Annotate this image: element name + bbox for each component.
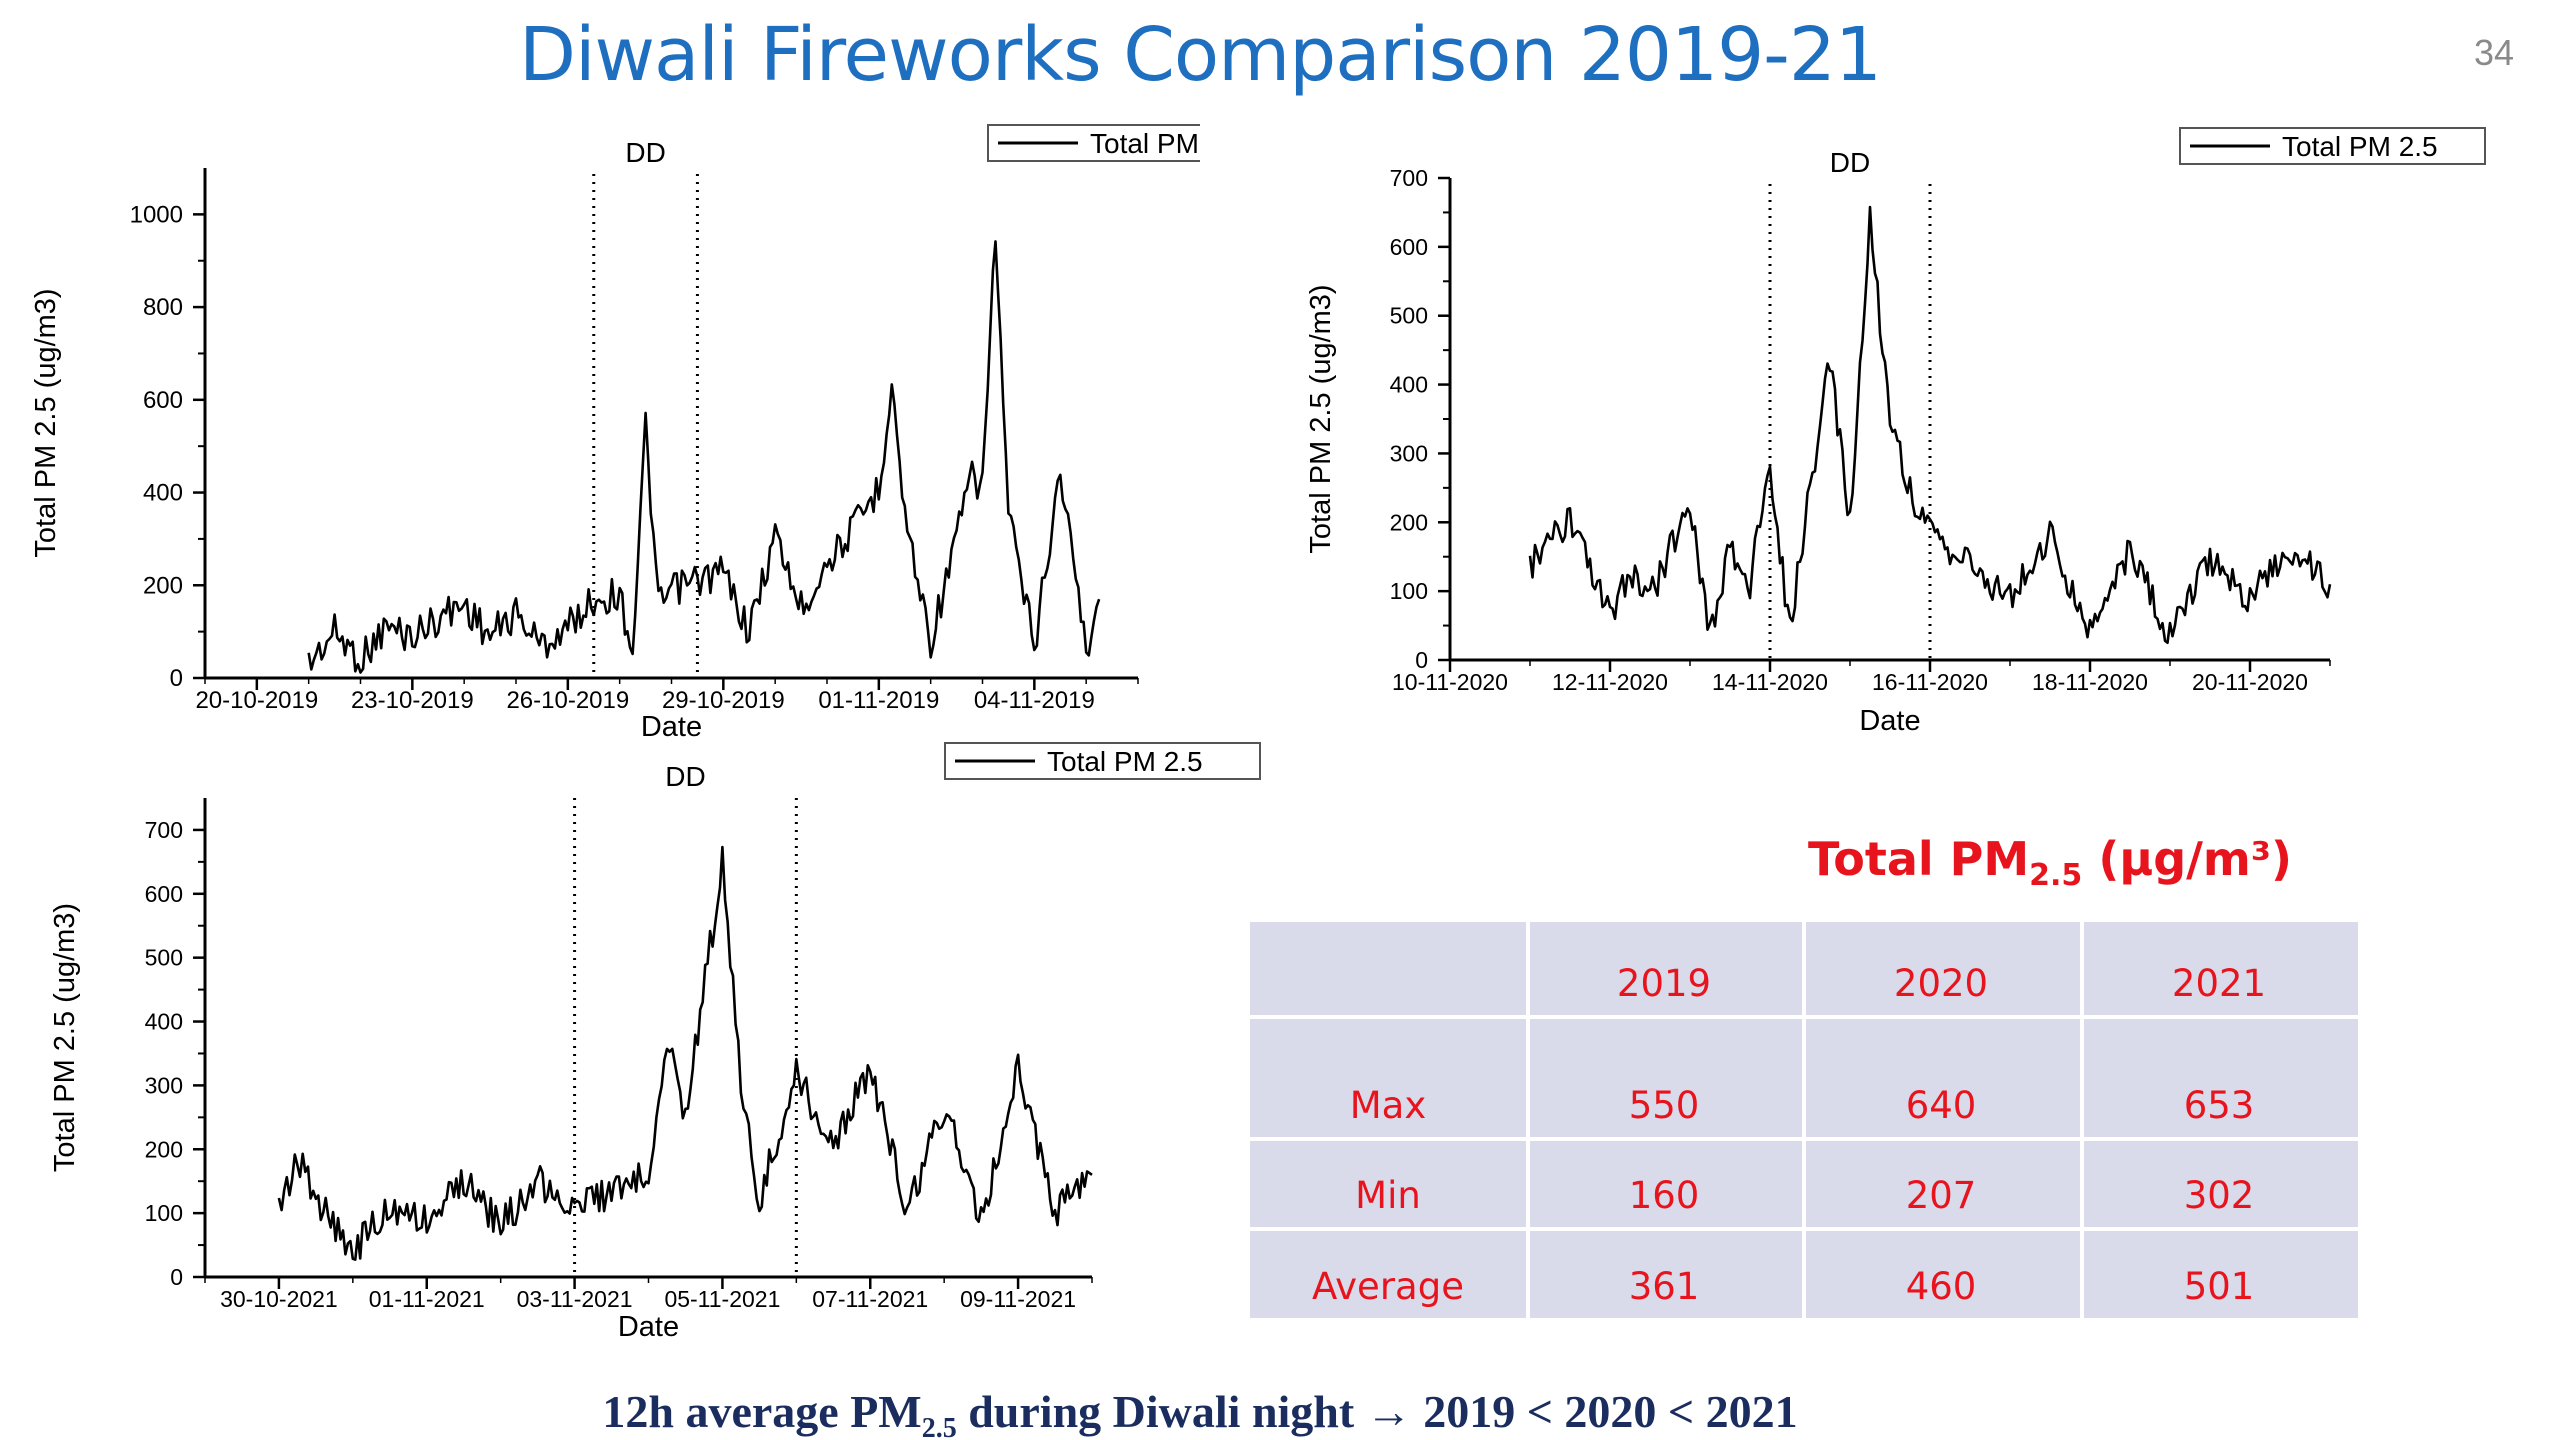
- table-divider: [1250, 1137, 2358, 1141]
- x-tick-label: 26-10-2019: [506, 687, 629, 714]
- chart-2019: 0 200 400 600 800 1000 20-10-2019 23-10-2019 26-…: [30, 124, 1200, 743]
- table-cell: 207: [1905, 1174, 1977, 1217]
- table-divider: [1250, 1015, 2358, 1019]
- y-tick-label: 200: [1390, 509, 1428, 535]
- x-tick-label: 03-11-2021: [517, 1286, 633, 1312]
- y-tick-label: 600: [143, 387, 183, 414]
- diwali-marker-label: DD: [625, 137, 665, 168]
- x-tick-label: 18-11-2020: [2032, 669, 2148, 695]
- x-tick-label: 20-10-2019: [195, 687, 318, 714]
- table-row-label-min: Min: [1355, 1174, 1421, 1217]
- y-tick-label: 300: [145, 1072, 183, 1098]
- table-title-subscript: 2.5: [2029, 858, 2083, 894]
- y-tick-label: 100: [1390, 578, 1428, 604]
- legend-label: Total PM 2.5: [1047, 746, 1203, 777]
- table-cell: 640: [1905, 1084, 1977, 1127]
- x-tick-label: 05-11-2021: [664, 1286, 780, 1312]
- diwali-marker-label: DD: [1830, 147, 1870, 178]
- table-header-2019: 2019: [1616, 962, 1712, 1005]
- series-line: [307, 240, 1101, 674]
- pm-table: 2019 2020 2021 Max 550 640 653 Min 160 2…: [1250, 922, 2358, 1318]
- x-tick-label: 01-11-2021: [369, 1286, 485, 1312]
- legend-label: Total PM 2.5: [2282, 131, 2438, 162]
- y-tick-label: 300: [1390, 440, 1428, 466]
- table-row-label-average: Average: [1312, 1265, 1464, 1308]
- footer-prefix: 12h average PM: [602, 1386, 922, 1437]
- slide-title: Diwali Fireworks Comparison 2019-21: [518, 12, 1882, 98]
- x-axis-label: Date: [641, 711, 702, 743]
- y-tick-label: 600: [145, 881, 183, 907]
- table-divider: [1250, 1227, 2358, 1231]
- x-tick-label: 12-11-2020: [1552, 669, 1668, 695]
- table-title: Total PM2.5 (µg/m³): [1250, 832, 2560, 893]
- y-tick-label: 400: [145, 1009, 183, 1035]
- table-title-main: Total PM: [1807, 832, 2030, 886]
- y-tick-label: 0: [170, 665, 183, 692]
- x-axis-label: Date: [1859, 705, 1920, 737]
- chart-2021: 0 100 200 300 400 500 600 700 30-10-2021 01-11-20…: [49, 742, 1261, 1343]
- table-divider: [1802, 922, 1806, 1318]
- y-tick-label: 800: [143, 294, 183, 321]
- table-cell: 653: [2183, 1084, 2255, 1127]
- table-cell: 460: [1905, 1265, 1977, 1308]
- table-cell: 302: [2183, 1174, 2255, 1217]
- y-tick-label: 600: [1390, 234, 1428, 260]
- y-tick-label: 700: [145, 817, 183, 843]
- footer-note: 12h average PM2.5 during Diwali night → …: [0, 1385, 2400, 1440]
- x-tick-label: 30-10-2021: [220, 1286, 338, 1312]
- y-tick-label: 500: [1390, 303, 1428, 329]
- chart-2020: 0 100 200 300 400 500 600 700 10-11-2020 12-11-20…: [1305, 127, 2486, 737]
- page-number: 34: [2473, 32, 2514, 73]
- table-cell: 501: [2183, 1265, 2255, 1308]
- y-tick-label: 400: [143, 480, 183, 507]
- y-tick-label: 1000: [130, 201, 183, 228]
- x-tick-label: 04-11-2019: [974, 687, 1095, 714]
- table-divider: [2080, 922, 2084, 1318]
- footer-subscript: 2.5: [921, 1413, 957, 1440]
- y-tick-label: 0: [170, 1264, 183, 1290]
- table-row-label-max: Max: [1349, 1084, 1427, 1127]
- x-tick-label: 09-11-2021: [960, 1286, 1076, 1312]
- x-tick-label: 29-10-2019: [662, 687, 785, 714]
- x-axis-label: Date: [618, 1311, 679, 1343]
- footer-suffix: during Diwali night → 2019 < 2020 < 2021: [956, 1386, 1798, 1437]
- series-line: [277, 845, 1093, 1261]
- y-tick-label: 200: [145, 1136, 183, 1162]
- table-cell: 550: [1628, 1084, 1700, 1127]
- y-tick-label: 700: [1390, 165, 1428, 191]
- y-tick-label: 100: [145, 1200, 183, 1226]
- x-tick-label: 23-10-2019: [351, 687, 474, 714]
- y-axis-label: Total PM 2.5 (ug/m3): [1305, 284, 1337, 553]
- table-title-unit: (µg/m³): [2082, 832, 2293, 886]
- y-tick-label: 500: [145, 945, 183, 971]
- legend-label: Total PM 2.5: [1090, 128, 1200, 159]
- y-tick-label: 0: [1415, 647, 1428, 673]
- table-divider: [1526, 922, 1530, 1318]
- y-axis-label: Total PM 2.5 (ug/m3): [30, 288, 62, 557]
- x-tick-label: 20-11-2020: [2192, 669, 2308, 695]
- y-tick-label: 400: [1390, 372, 1428, 398]
- x-tick-label: 14-11-2020: [1712, 669, 1828, 695]
- diwali-marker-label: DD: [665, 761, 705, 792]
- table-cell: 361: [1628, 1265, 1700, 1308]
- x-tick-label: 16-11-2020: [1872, 669, 1988, 695]
- y-axis-label: Total PM 2.5 (ug/m3): [49, 903, 81, 1172]
- x-tick-label: 10-11-2020: [1392, 669, 1508, 695]
- y-tick-label: 200: [143, 572, 183, 599]
- series-line: [1528, 205, 2332, 645]
- x-tick-label: 07-11-2021: [812, 1286, 928, 1312]
- table-header-2021: 2021: [2171, 962, 2267, 1005]
- table-header-2020: 2020: [1893, 962, 1989, 1005]
- x-tick-label: 01-11-2019: [818, 687, 939, 714]
- table-cell: 160: [1628, 1174, 1700, 1217]
